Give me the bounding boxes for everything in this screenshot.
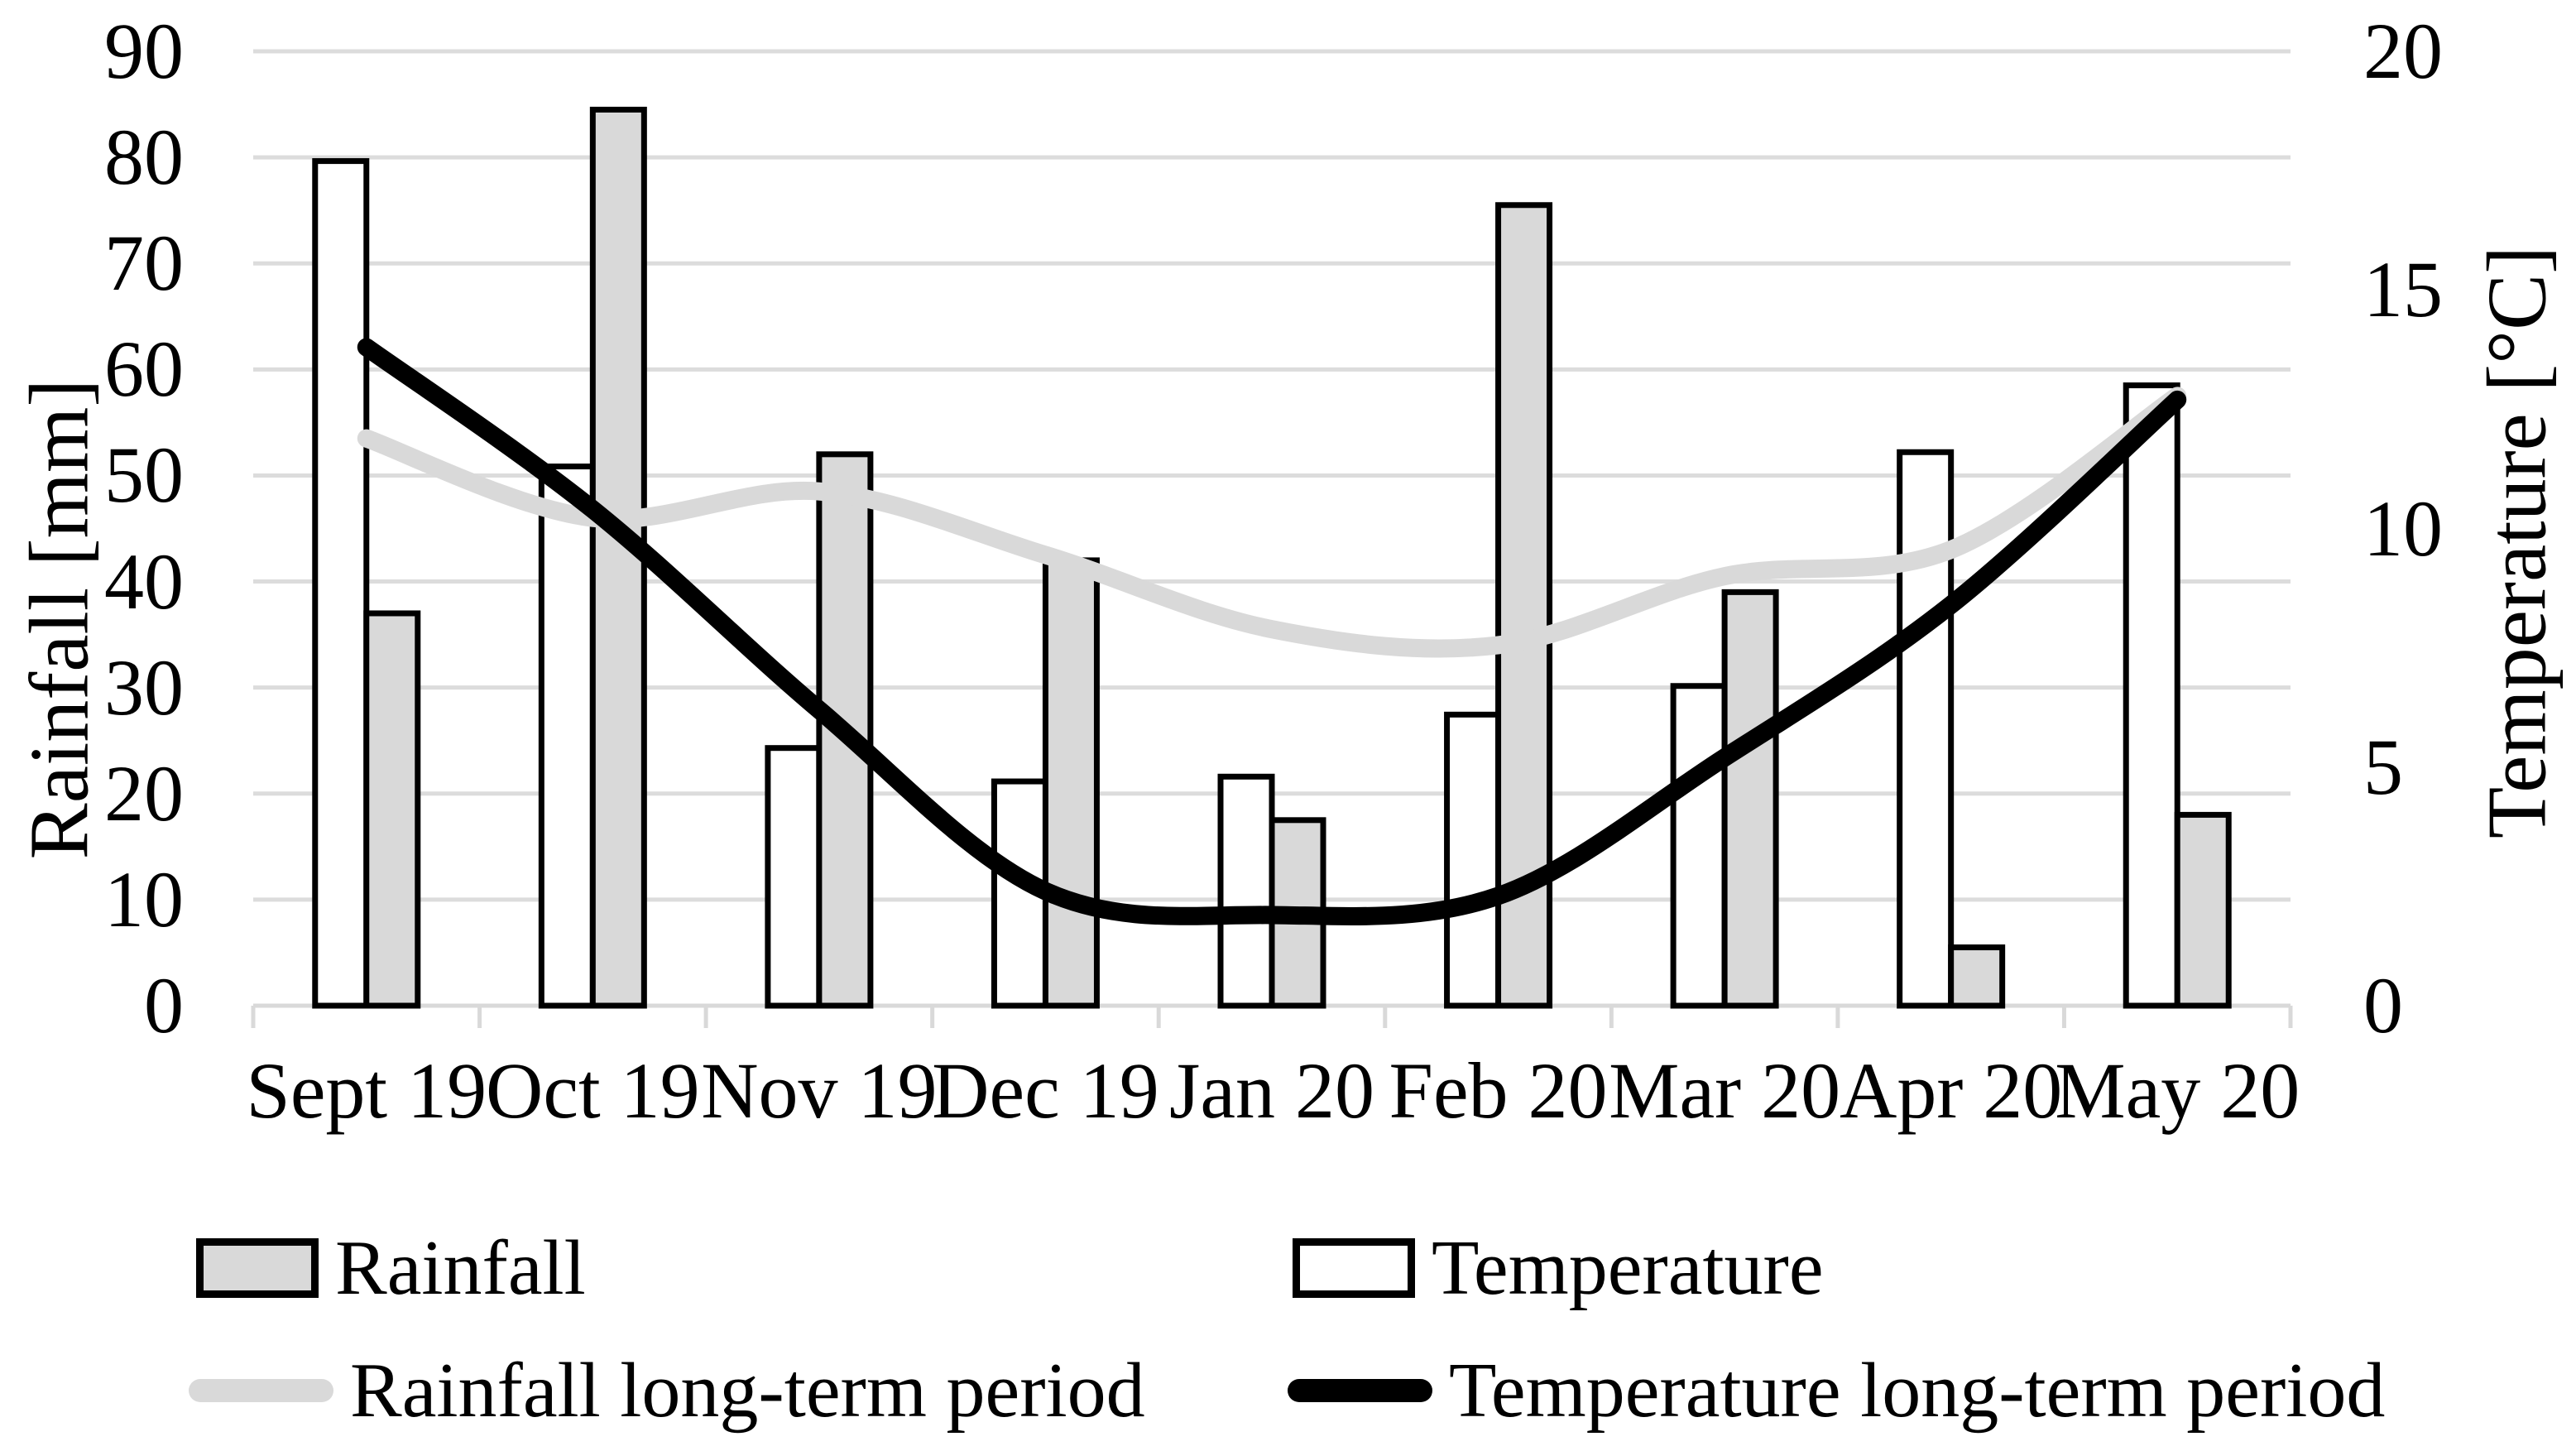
legend-label-temperature-longterm: Temperature long-term period [1449,1348,2386,1434]
left-axis-tick-label: 80 [104,113,184,202]
left-axis-tick-label: 20 [104,748,184,838]
category-label: May 20 [2055,1046,2300,1135]
left-axis-tick-label: 30 [104,642,184,732]
left-axis-tick-label: 70 [104,219,184,308]
temperature-bar [538,464,596,1009]
rainfall-longterm-line [357,387,2187,658]
right-axis-tick-label: 20 [2363,7,2443,95]
category-label: Apr 20 [1840,1046,2063,1135]
legend-label-temperature: Temperature [1432,1225,1824,1311]
left-axis-tick-label: 0 [144,961,184,1050]
right-axis-tick-label: 10 [2363,483,2443,573]
legend-label-rainfall: Rainfall [335,1225,586,1311]
legend-item-temperature-longterm: Temperature long-term period [1288,1349,2385,1432]
temperature-bar [1444,711,1502,1009]
temperature-line-swatch [1288,1379,1432,1402]
legend-label-rainfall-longterm: Rainfall long-term period [350,1348,1145,1434]
legend-item-temperature: Temperature [1293,1227,1824,1309]
rainfall-bar [1042,557,1100,1009]
rainfall-bar [1495,202,1553,1009]
rainfall-bar [363,610,421,1009]
temperature-bar [1670,683,1728,1009]
category-label: Mar 20 [1609,1046,1841,1135]
left-axis-tick-label: 10 [104,854,184,944]
temperature-bar [2123,382,2180,1009]
left-axis-tick-label: 50 [104,430,184,520]
category-label: Feb 20 [1389,1046,1608,1135]
right-axis-tick-label: 0 [2363,961,2403,1050]
temperature-bar [1217,773,1275,1009]
left-axis-tick-label: 60 [104,324,184,414]
category-label: Dec 19 [932,1046,1159,1135]
legend-item-rainfall: Rainfall [196,1227,586,1309]
category-label: Nov 19 [701,1046,938,1135]
category-label: Sept 19 [246,1046,487,1135]
temperature-longterm-line [357,338,2187,925]
rainfall-bar-swatch [196,1238,319,1298]
left-axis-tick-label: 40 [104,536,184,626]
temperature-bar [1897,449,1955,1009]
right-axis-tick-label: 5 [2363,722,2403,811]
rainfall-bar [2174,811,2232,1009]
category-label: Jan 20 [1169,1046,1374,1135]
right-axis-tick-label: 15 [2363,245,2443,334]
temperature-bar-swatch [1293,1238,1415,1298]
temperature-bar [765,745,823,1009]
rainfall-bar [1948,944,2006,1009]
left-axis-tick-label: 90 [104,7,184,95]
rainfall-line-swatch [189,1379,333,1402]
rainfall-bar [1721,589,1779,1009]
temperature-bar [312,158,370,1009]
category-label: Oct 19 [486,1046,700,1135]
legend-item-rainfall-longterm: Rainfall long-term period [189,1349,1145,1432]
